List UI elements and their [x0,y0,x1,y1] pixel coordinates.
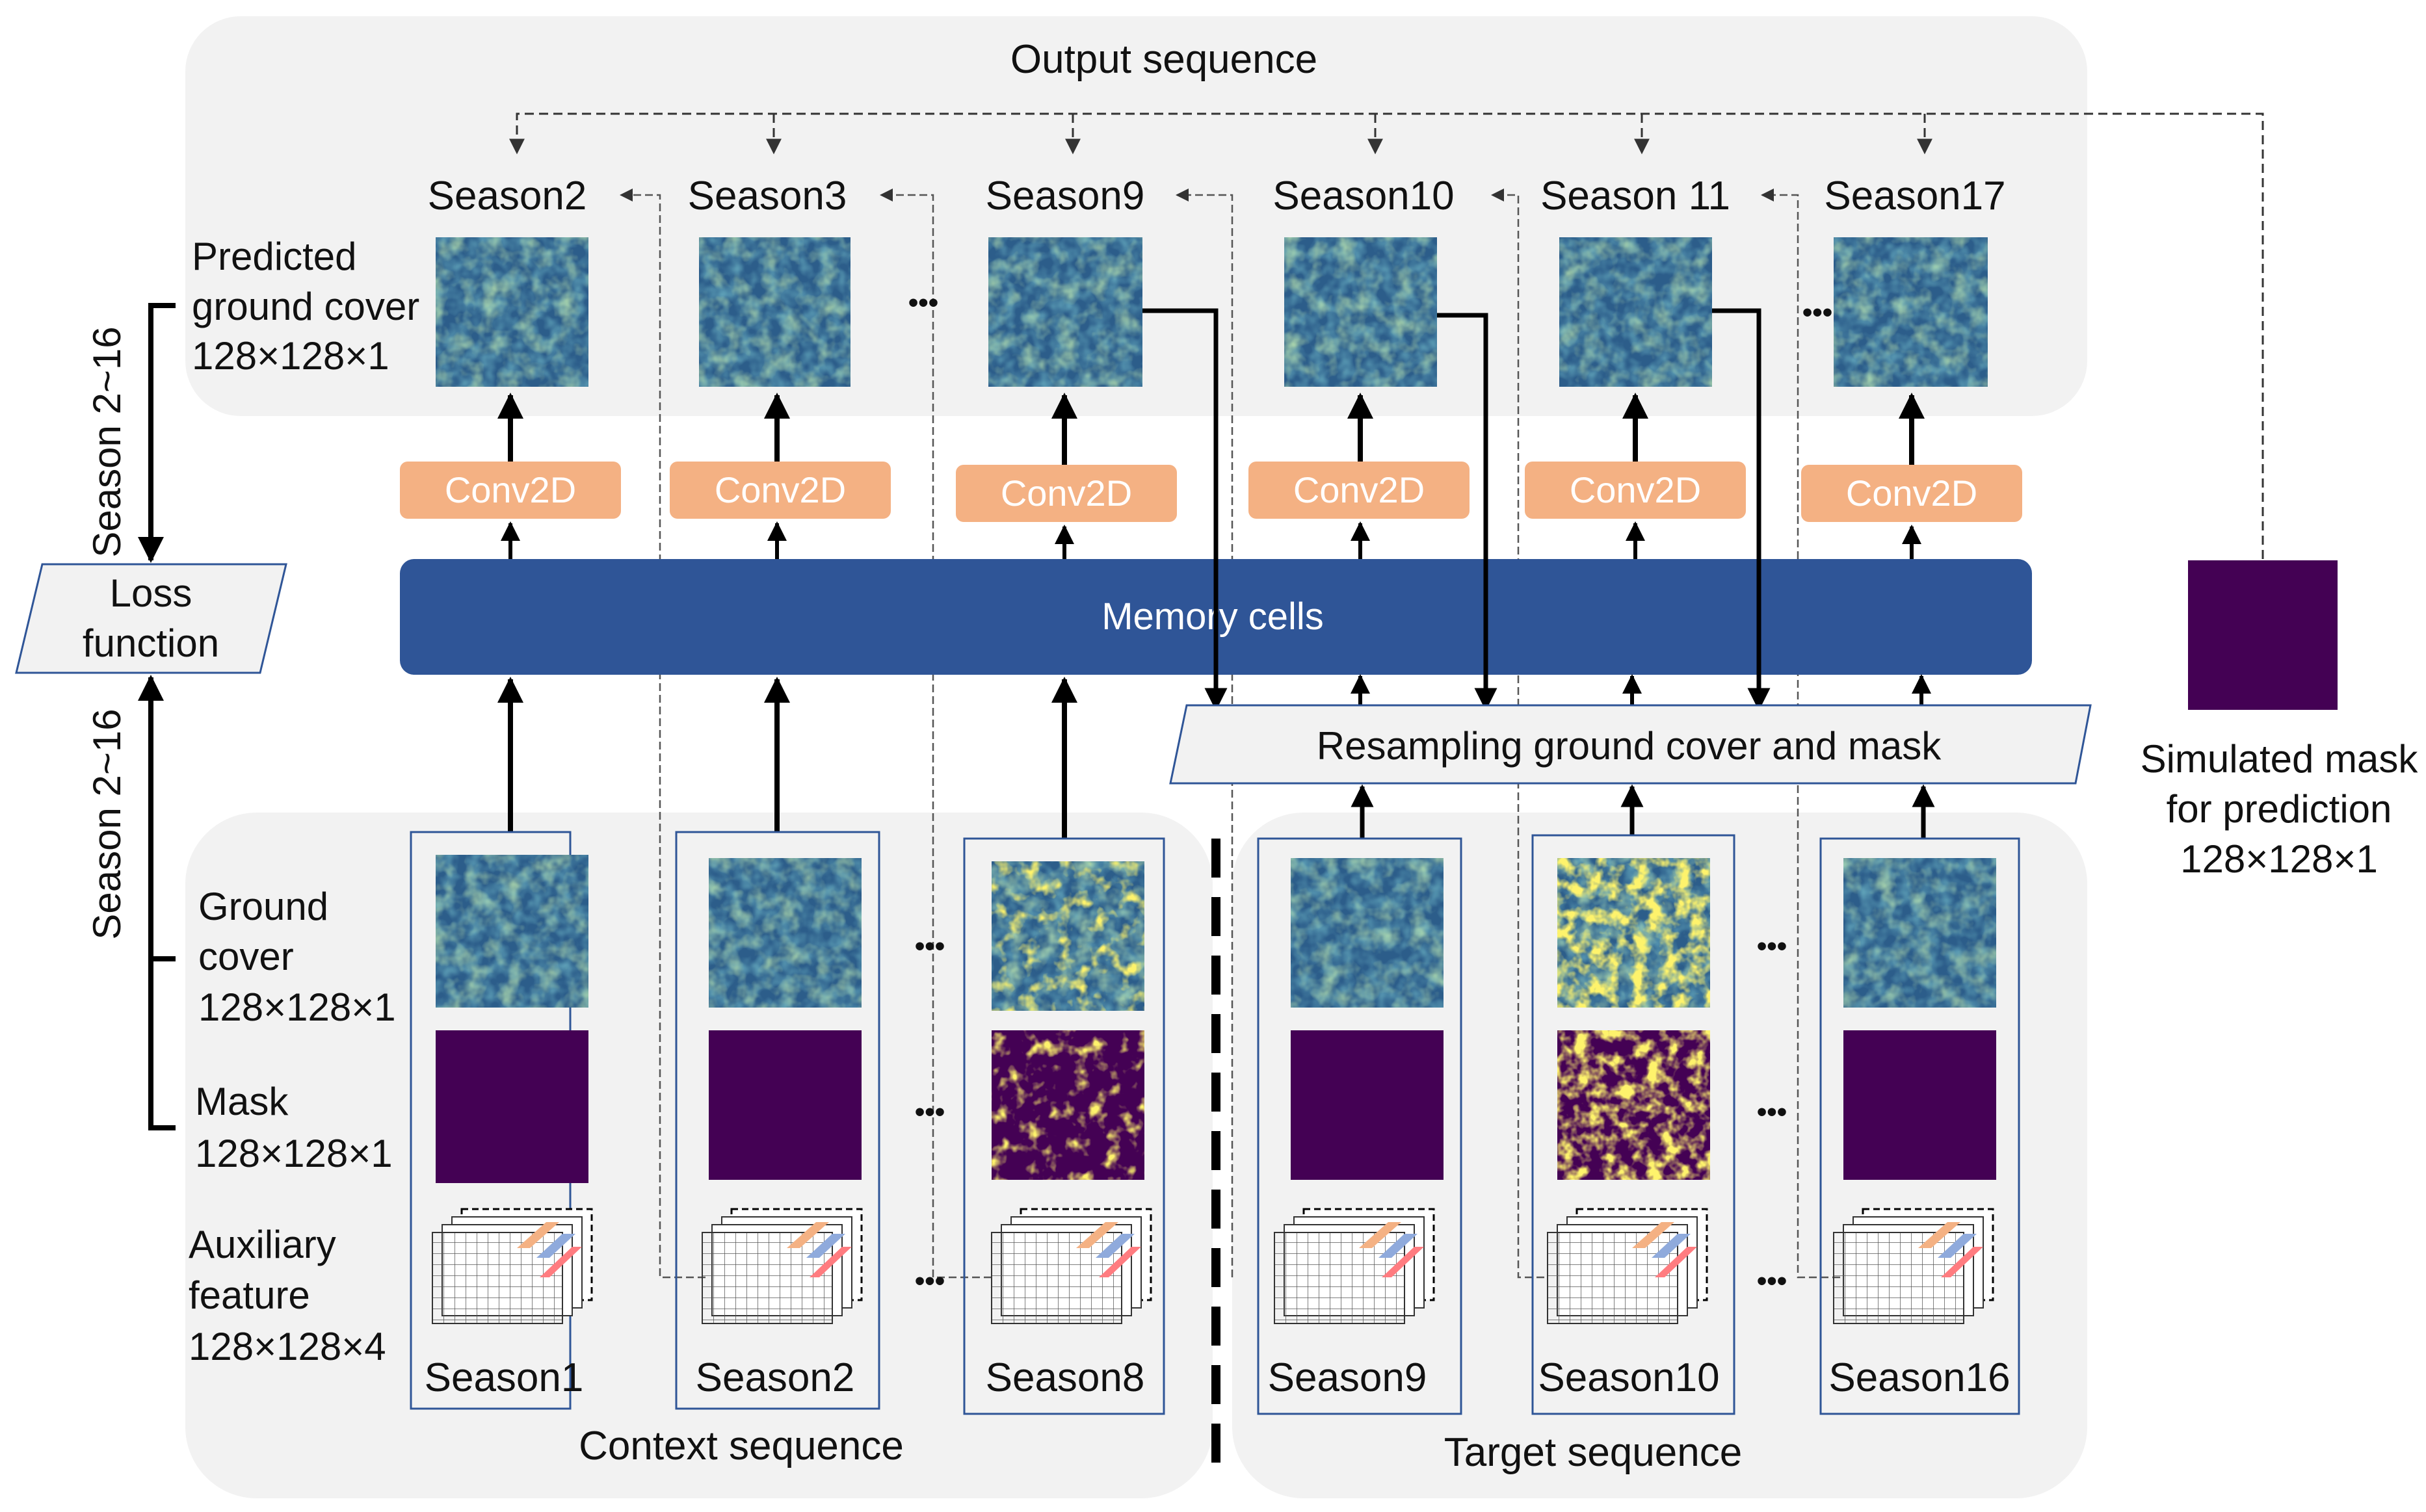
ellipsis-top-1: ••• [908,287,938,319]
ground-cover-image [1291,858,1444,1008]
target-title: Target sequence [1444,1430,1742,1475]
memory-cells-label: Memory cells [1101,595,1324,638]
top-season-label: Season10 [1272,174,1454,218]
ground-cover-image-cloudy [992,861,1144,1011]
mask-label: Mask 128×128×1 [195,1080,393,1175]
svg-text:128×128×1: 128×128×1 [2180,837,2378,881]
svg-text:cover: cover [198,935,294,978]
mask-images [436,1030,1996,1183]
ground-cover-image [709,858,862,1008]
auxiliary-stack [432,1208,593,1324]
svg-text:•••: ••• [915,1265,945,1297]
top-season-label: Season3 [688,174,847,218]
resampling-block [1169,704,2092,785]
svg-text:•••: ••• [915,930,945,962]
conv2d-label: Conv2D [1293,469,1425,510]
svg-text:128×128×4: 128×128×4 [189,1325,386,1368]
svg-text:ground cover: ground cover [192,285,419,328]
auxiliary-stack [991,1208,1152,1324]
top-season-labels: Season2 Season3 Season9 Season10 Season … [428,174,2006,218]
loss-connectors [138,303,176,1130]
bottom-season-label: Season16 [1828,1355,2010,1400]
mask-image [436,1030,588,1183]
ground-cover-images [436,855,1996,1011]
svg-text:Auxiliary: Auxiliary [189,1223,336,1266]
auxiliary-stack [1833,1208,1994,1324]
memory-to-conv-arrows [501,521,1921,559]
predicted-image [699,237,850,387]
season-range-bottom: Season 2~16 [85,709,129,939]
ground-cover-image [1843,858,1996,1008]
conv2d-label: Conv2D [1570,469,1701,510]
ellipses-bottom: ••• ••• ••• ••• ••• ••• [915,930,1787,1297]
conv-to-output-arrows [497,393,1925,465]
mask-distribution-lines [509,112,2264,559]
svg-text:Ground: Ground [198,885,328,928]
svg-text:128×128×1: 128×128×1 [195,1132,393,1175]
bottom-season-label: Season9 [1268,1355,1427,1400]
bottom-season-label: Season10 [1538,1355,1719,1400]
output-title: Output sequence [1010,37,1317,82]
conv2d-label: Conv2D [715,469,846,510]
bottom-season-labels: Season1 Season2 Season8 Season9 Season10… [425,1355,2011,1400]
auxiliary-stack [1547,1208,1708,1324]
mask-image-cloudy [1557,1030,1710,1180]
svg-text:Simulated mask: Simulated mask [2141,737,2419,781]
svg-text:for prediction: for prediction [2167,787,2392,831]
conv2d-label: Conv2D [445,469,576,510]
svg-text:•••: ••• [1757,1265,1787,1297]
mask-image [709,1030,862,1180]
loss-function-label: function [83,621,219,665]
conv2d-label: Conv2D [1001,473,1132,514]
svg-text:•••: ••• [1757,930,1787,962]
predicted-image [1834,237,1988,387]
svg-text:128×128×1: 128×128×1 [192,334,389,378]
input-to-memory-arrows [497,677,1077,839]
top-season-label: Season9 [986,174,1145,218]
context-title: Context sequence [579,1424,904,1468]
target-to-resample-arrows [1351,784,1935,839]
ground-cover-image-cloudy [1557,858,1710,1008]
top-season-label: Season 11 [1540,174,1730,218]
loss-function-label: Loss [110,571,192,615]
resample-to-memory-arrows [1351,674,1931,705]
ellipsis-top-2: ••• [1802,296,1832,328]
svg-text:Predicted: Predicted [192,235,356,278]
bottom-season-label: Season2 [696,1355,855,1400]
auxiliary-stack [1274,1208,1435,1324]
auxiliary-stack [702,1208,863,1324]
predicted-label: Predicted ground cover 128×128×1 [192,235,419,378]
top-season-label: Season2 [428,174,587,218]
loss-function-block [15,563,287,674]
simulated-mask-label: Simulated mask for prediction 128×128×1 [2141,737,2419,881]
predicted-images [436,237,1988,387]
resampling-label: Resampling ground cover and mask [1317,724,1942,768]
bottom-season-label: Season8 [986,1355,1145,1400]
season-range-top: Season 2~16 [85,326,129,557]
svg-text:•••: ••• [915,1096,945,1128]
mask-image [1291,1030,1444,1180]
predicted-image [1559,237,1712,387]
top-season-label: Season17 [1824,174,2005,218]
conv2d-blocks: Conv2D Conv2D Conv2D Conv2D Conv2D Conv2… [400,462,2022,522]
svg-text:Mask: Mask [195,1080,289,1123]
auxiliary-label: Auxiliary feature 128×128×4 [189,1223,386,1368]
simulated-mask-image [2188,560,2338,710]
bottom-season-label: Season1 [425,1355,584,1400]
prediction-feedback-arrows [1142,308,1771,711]
svg-text:feature: feature [189,1273,310,1317]
predicted-image [436,237,588,387]
ground-cover-label: Ground cover 128×128×1 [198,885,396,1029]
mask-image-cloudy [992,1030,1144,1180]
season-frames [410,831,2020,1415]
ground-cover-image [436,855,588,1008]
predicted-image [1284,237,1437,387]
svg-text:•••: ••• [1757,1096,1787,1128]
mask-image [1843,1030,1996,1180]
predicted-image [988,237,1142,387]
svg-text:128×128×1: 128×128×1 [198,985,396,1029]
conv2d-label: Conv2D [1846,473,1977,514]
